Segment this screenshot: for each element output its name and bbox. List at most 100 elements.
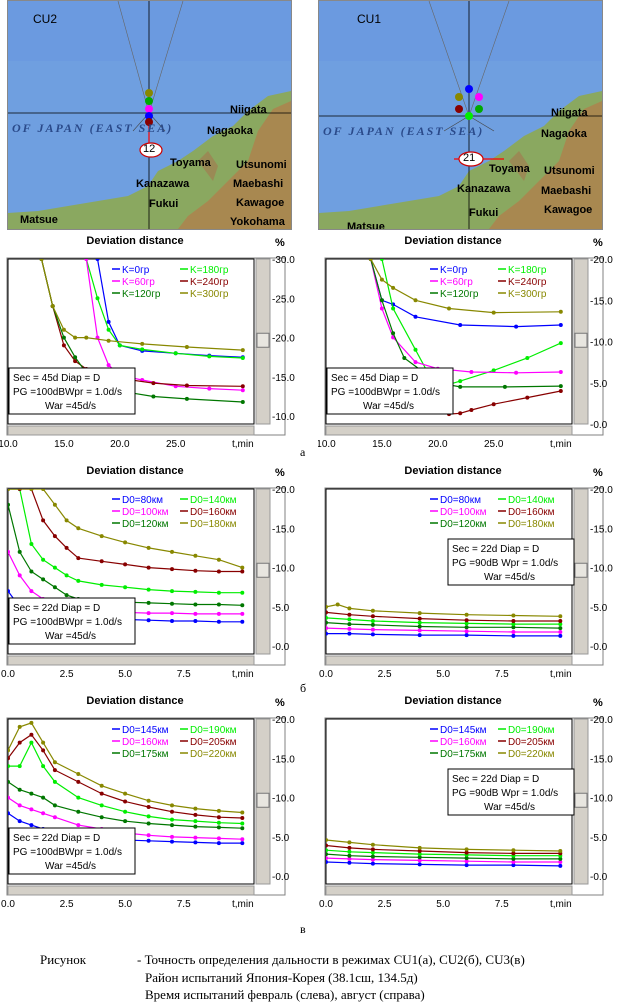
data-point [417,628,422,633]
data-point [99,559,104,564]
data-point [17,573,22,578]
data-point [52,585,57,590]
series-group [326,838,563,868]
data-point [469,408,474,412]
data-point [170,601,174,606]
x-tick-label: t,min [232,669,254,680]
data-point [511,860,516,864]
y-tick-label: -5.0 [590,603,608,614]
legend-entry: D0=205км [508,737,555,748]
legend-entry: K=0гр [122,265,150,276]
data-point [99,783,104,788]
info-line: PG =100dBWpr = 1.0d/s [13,847,122,858]
y-tick-label: -0.0 [590,642,608,653]
x-tick-label: 15.0 [54,439,74,450]
data-point [326,843,328,848]
data-point [558,323,563,327]
x-tick-label: 2.5 [378,669,392,680]
data-point [29,807,34,812]
data-point [558,626,563,631]
data-point [326,631,328,636]
data-point [240,611,245,616]
y-tick-label: -15.0 [590,524,613,535]
data-point [41,518,46,523]
y-tick-label: -15.0 [590,754,613,765]
city-label: Niigata [551,107,588,119]
data-point [106,338,111,343]
chart-title: Deviation distance [86,235,183,247]
city-label: Toyama [489,163,530,175]
data-point [17,787,22,792]
data-point [193,589,198,594]
data-point [379,277,384,282]
data-point [184,396,189,401]
chart-svg: Deviation distance % -20.0 -15.0 -10.0 -5.0 -0… [319,695,613,910]
scrollbar-thumb [256,792,270,808]
info-line: PG =90dB Wpr = 1.0d/s [452,788,558,799]
data-point [511,630,516,634]
data-point [458,323,463,327]
data-point [193,835,198,840]
y-axis-unit: % [593,237,603,249]
data-point [193,602,198,607]
horizontal-scrollbar [325,885,573,896]
city-label: Matsue [347,221,385,230]
y-tick-label: -0.0 [272,642,290,653]
scrollbar-thumb [256,332,270,348]
legend-entry: K=120гр [122,289,161,300]
y-tick-label: -10.0 [272,412,295,423]
data-point [370,622,375,627]
map-cu2-graphic [8,1,291,229]
data-point [41,795,46,800]
data-point [76,823,81,828]
x-tick-label: t,min [232,439,254,450]
y-axis-unit: % [275,697,285,709]
y-tick-label: -20.0 [272,485,295,496]
data-point [193,840,198,845]
info-line: PG =100dBWpr = 1.0d/s [13,387,122,398]
x-tick-label: 10.0 [0,439,18,450]
data-point [370,614,375,619]
data-point [8,748,10,753]
data-point [502,384,507,389]
map-cu1-graphic [319,1,602,229]
data-point [99,815,104,820]
data-point [146,798,151,803]
data-point [146,618,151,623]
legend-entry: K=180гр [190,265,229,276]
info-box [8,827,136,875]
city-label: Toyama [170,157,211,169]
data-point [170,817,174,822]
data-point [207,354,212,359]
data-point [193,611,198,616]
legend-entry: K=60гр [440,277,473,288]
data-point [99,582,104,587]
y-tick-label: -5.0 [590,379,608,390]
data-point [525,395,530,400]
info-line: War =45d/s [363,401,414,412]
data-point [525,356,530,360]
data-point [511,863,516,868]
data-point [216,825,221,830]
city-label: Utsunomi [236,159,287,171]
data-point [558,633,563,638]
data-point [370,608,375,613]
data-point [240,821,245,826]
legend-entry: D0=100км [122,507,169,518]
x-tick-label: 15.0 [372,439,392,450]
data-point [39,259,44,261]
data-point [417,616,422,621]
data-point [558,309,563,314]
data-point [379,298,384,303]
data-point [99,791,104,796]
map-cu1: CU1 OF JAPAN (EAST SEA) 21 Niigata Nagao… [318,0,603,230]
legend-entry: K=60гр [122,277,155,288]
data-point [146,611,151,616]
data-point [558,856,563,861]
data-point [29,569,34,574]
data-point [8,779,10,784]
data-point [464,633,469,638]
chart-cu3-february: Deviation distance% -20.0 -15.0 -10.0 -5.0 -0… [0,692,300,917]
legend-entry: D0=145км [122,725,169,736]
data-point [207,386,212,391]
